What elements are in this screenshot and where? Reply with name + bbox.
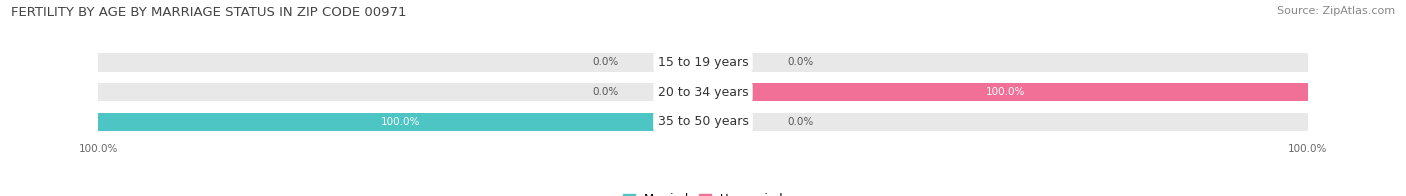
Text: 100.0%: 100.0% xyxy=(986,87,1025,97)
Text: 0.0%: 0.0% xyxy=(787,117,814,127)
Text: 35 to 50 years: 35 to 50 years xyxy=(658,115,748,128)
Bar xyxy=(703,83,1308,101)
Bar xyxy=(98,113,703,131)
Text: 0.0%: 0.0% xyxy=(592,57,619,67)
Bar xyxy=(98,83,703,101)
Text: FERTILITY BY AGE BY MARRIAGE STATUS IN ZIP CODE 00971: FERTILITY BY AGE BY MARRIAGE STATUS IN Z… xyxy=(11,6,406,19)
Text: Source: ZipAtlas.com: Source: ZipAtlas.com xyxy=(1277,6,1395,16)
Bar xyxy=(98,113,703,131)
Text: 0.0%: 0.0% xyxy=(592,87,619,97)
Text: 0.0%: 0.0% xyxy=(787,57,814,67)
Legend: Married, Unmarried: Married, Unmarried xyxy=(623,193,783,196)
Bar xyxy=(703,83,1308,101)
Bar xyxy=(703,113,1308,131)
Bar xyxy=(703,53,1308,72)
Text: 20 to 34 years: 20 to 34 years xyxy=(658,86,748,99)
Text: 15 to 19 years: 15 to 19 years xyxy=(658,56,748,69)
Bar xyxy=(98,53,703,72)
Text: 100.0%: 100.0% xyxy=(381,117,420,127)
